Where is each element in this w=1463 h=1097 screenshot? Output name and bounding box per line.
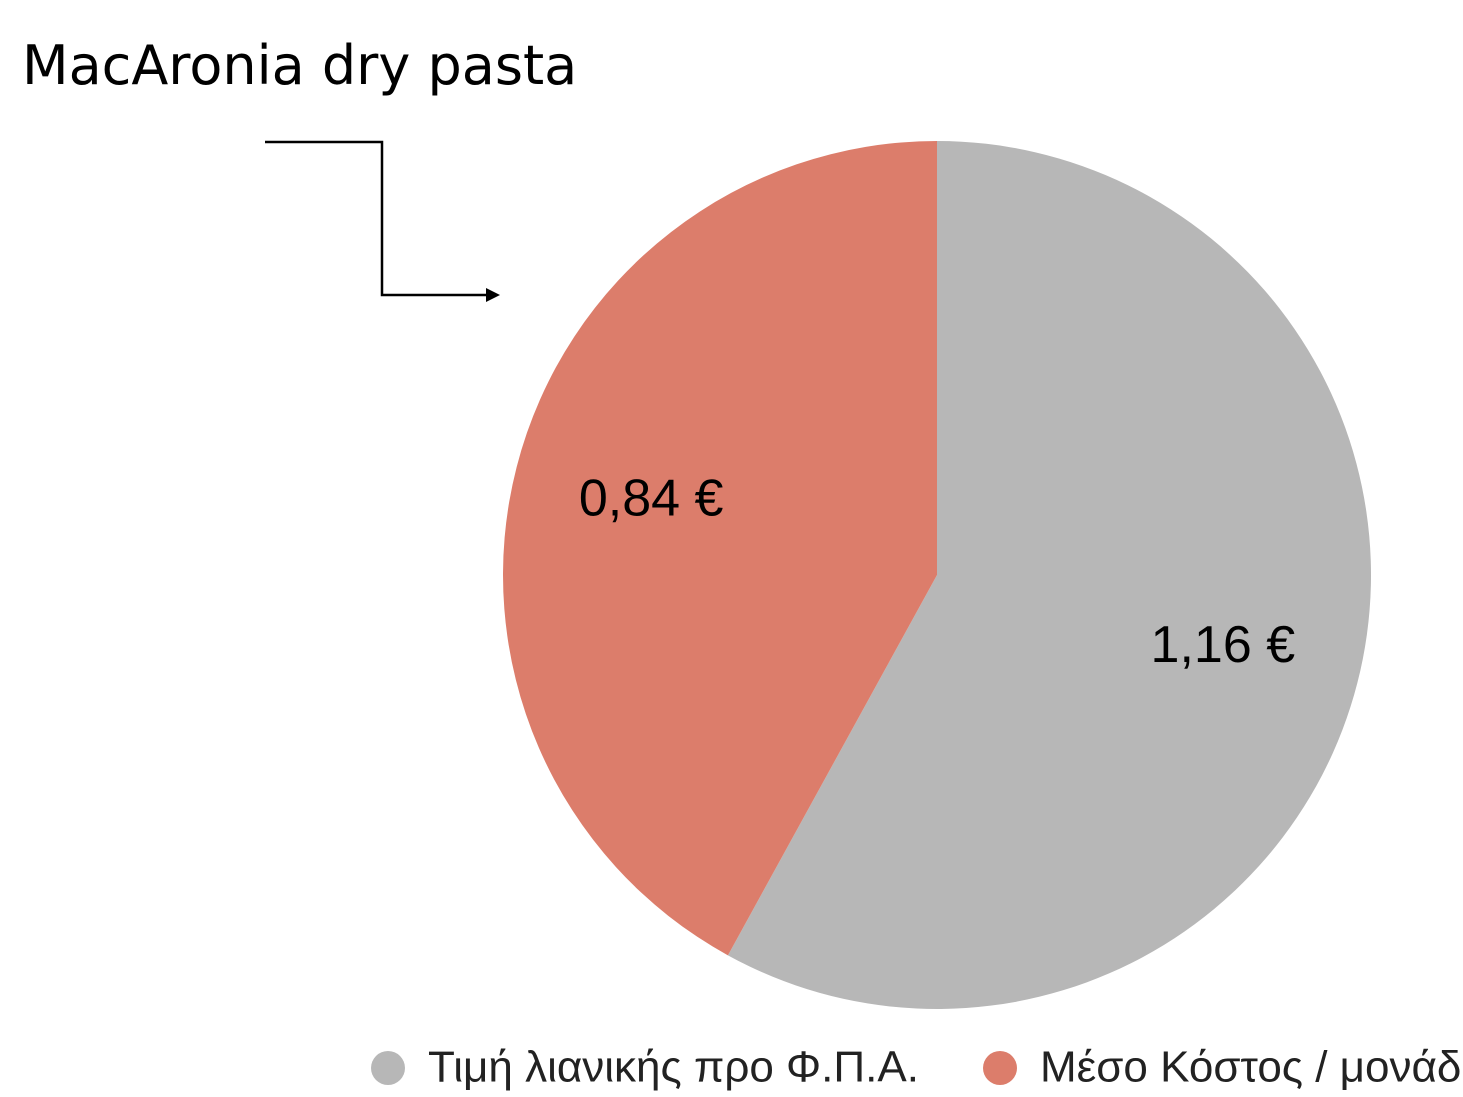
legend-swatch [371, 1051, 405, 1085]
data-label: 1,16 € [1151, 616, 1296, 674]
pie-slice [503, 141, 937, 956]
data-label: 0,84 € [579, 469, 724, 527]
chart-title: MacAronia dry pasta [22, 34, 577, 97]
legend-swatch [983, 1051, 1017, 1085]
pie-slice [727, 141, 1371, 1010]
annotation-arrow [265, 140, 500, 302]
legend-label: Μέσο Κόστος / μονάδα [1040, 1043, 1463, 1092]
legend-label: Τιμή λιανικής προ Φ.Π.Α. [428, 1043, 919, 1092]
